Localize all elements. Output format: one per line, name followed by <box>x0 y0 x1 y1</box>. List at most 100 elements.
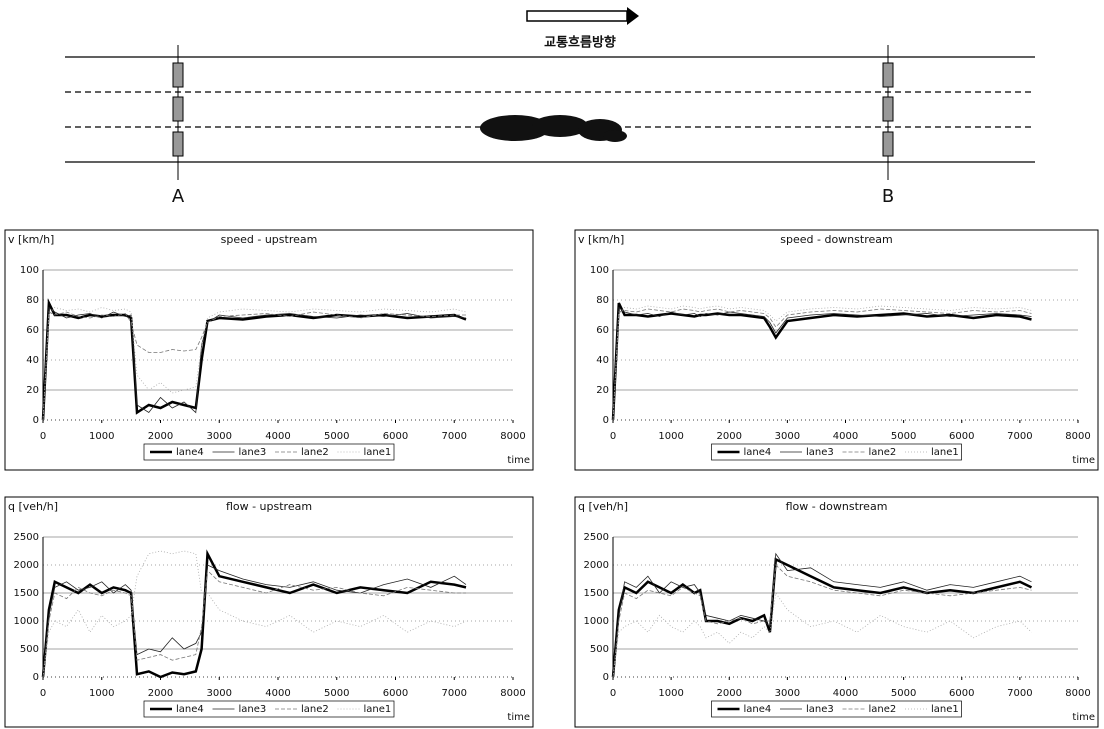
x-tick-label: 7000 <box>442 431 467 442</box>
chart-title: speed - upstream <box>221 233 318 246</box>
y-tick-label: 500 <box>20 644 39 655</box>
y-tick-label: 40 <box>26 355 39 366</box>
y-tick-label: 500 <box>590 644 609 655</box>
y-tick-label: 0 <box>603 672 609 683</box>
y-tick-label: 60 <box>596 325 609 336</box>
legend-label: lane2 <box>301 447 329 458</box>
y-axis-label: q [veh/h] <box>8 500 58 513</box>
series-line <box>43 303 466 420</box>
road-diagram: 교통흐름방향 A B <box>65 7 1035 207</box>
chart-title: speed - downstream <box>780 233 892 246</box>
y-tick-label: 80 <box>596 295 609 306</box>
y-tick-label: 1500 <box>14 588 39 599</box>
x-tick-label: 7000 <box>1007 431 1032 442</box>
series-line <box>613 306 1032 420</box>
y-tick-label: 100 <box>20 265 39 276</box>
y-tick-label: 0 <box>603 415 609 426</box>
x-tick-label: 3000 <box>207 431 232 442</box>
chart-title: flow - upstream <box>226 500 312 513</box>
x-tick-label: 3000 <box>207 688 232 699</box>
legend-label: lane3 <box>239 704 267 715</box>
y-axis-label: q [veh/h] <box>578 500 628 513</box>
y-tick-label: 2500 <box>14 532 39 543</box>
x-tick-label: 8000 <box>1065 688 1090 699</box>
series-line <box>613 593 1032 677</box>
x-tick-label: 1000 <box>658 431 683 442</box>
y-tick-label: 0 <box>33 672 39 683</box>
x-tick-label: 6000 <box>383 688 408 699</box>
legend-label: lane4 <box>744 704 772 715</box>
direction-label: 교통흐름방향 <box>544 35 616 51</box>
x-tick-label: 4000 <box>265 431 290 442</box>
x-tick-label: 7000 <box>442 688 467 699</box>
detector-label: A <box>172 186 185 207</box>
x-tick-label: 5000 <box>891 688 916 699</box>
x-tick-label: 0 <box>610 431 616 442</box>
x-tick-label: 0 <box>40 431 46 442</box>
x-tick-label: 2000 <box>148 431 173 442</box>
y-tick-label: 0 <box>33 415 39 426</box>
y-tick-label: 20 <box>596 385 609 396</box>
x-tick-label: 1000 <box>658 688 683 699</box>
x-tick-label: 7000 <box>1007 688 1032 699</box>
legend-label: lane1 <box>931 704 959 715</box>
legend-label: lane2 <box>301 704 329 715</box>
legend-label: lane1 <box>931 447 959 458</box>
x-axis-label: time <box>507 712 530 723</box>
figure: 교통흐름방향 A B v [km/h] speed - upstream 0 20 40… <box>0 0 1104 729</box>
x-tick-label: 1000 <box>89 431 114 442</box>
y-tick-label: 1000 <box>14 616 39 627</box>
y-tick-label: 60 <box>26 325 39 336</box>
x-tick-label: 3000 <box>775 431 800 442</box>
legend-label: lane4 <box>176 447 204 458</box>
crashed-vehicles <box>480 115 627 142</box>
y-tick-label: 1500 <box>584 588 609 599</box>
chart-title: flow - downstream <box>786 500 888 513</box>
y-tick-label: 20 <box>26 385 39 396</box>
legend-label: lane4 <box>176 704 204 715</box>
series-line <box>43 565 466 677</box>
detector-label: B <box>882 186 894 207</box>
x-tick-label: 1000 <box>89 688 114 699</box>
y-axis-label: v [km/h] <box>8 233 54 246</box>
x-tick-label: 2000 <box>717 431 742 442</box>
y-tick-label: 2000 <box>584 560 609 571</box>
y-axis-label: v [km/h] <box>578 233 624 246</box>
y-tick-label: 80 <box>26 295 39 306</box>
series-line <box>613 559 1032 677</box>
x-tick-label: 6000 <box>949 431 974 442</box>
x-tick-label: 8000 <box>500 431 525 442</box>
x-axis-label: time <box>1072 455 1095 466</box>
x-axis-label: time <box>507 455 530 466</box>
series-line <box>43 312 466 420</box>
x-tick-label: 4000 <box>833 688 858 699</box>
series-line <box>43 308 466 421</box>
x-axis-label: time <box>1072 712 1095 723</box>
x-tick-label: 6000 <box>383 431 408 442</box>
arrow-body <box>527 11 627 21</box>
y-tick-label: 2000 <box>14 560 39 571</box>
x-tick-label: 4000 <box>265 688 290 699</box>
series-line <box>613 554 1032 677</box>
arrow-head <box>627 7 639 25</box>
chart: q [veh/h] flow - upstream 0 500 1000 1500 2000… <box>5 497 533 727</box>
series-line <box>613 308 1032 421</box>
x-tick-label: 5000 <box>324 431 349 442</box>
series-line <box>613 303 1032 420</box>
x-tick-label: 2000 <box>148 688 173 699</box>
x-tick-label: 2000 <box>717 688 742 699</box>
x-tick-label: 8000 <box>500 688 525 699</box>
legend-label: lane3 <box>806 447 834 458</box>
legend-label: lane3 <box>239 447 267 458</box>
legend-label: lane1 <box>364 704 392 715</box>
y-tick-label: 100 <box>590 265 609 276</box>
x-tick-label: 5000 <box>891 431 916 442</box>
x-tick-label: 4000 <box>833 431 858 442</box>
series-line <box>43 308 466 421</box>
legend-label: lane1 <box>364 447 392 458</box>
series-line <box>613 309 1032 420</box>
y-tick-label: 1000 <box>584 616 609 627</box>
chart: q [veh/h] flow - downstream 0 500 1000 1500 20… <box>575 497 1098 727</box>
